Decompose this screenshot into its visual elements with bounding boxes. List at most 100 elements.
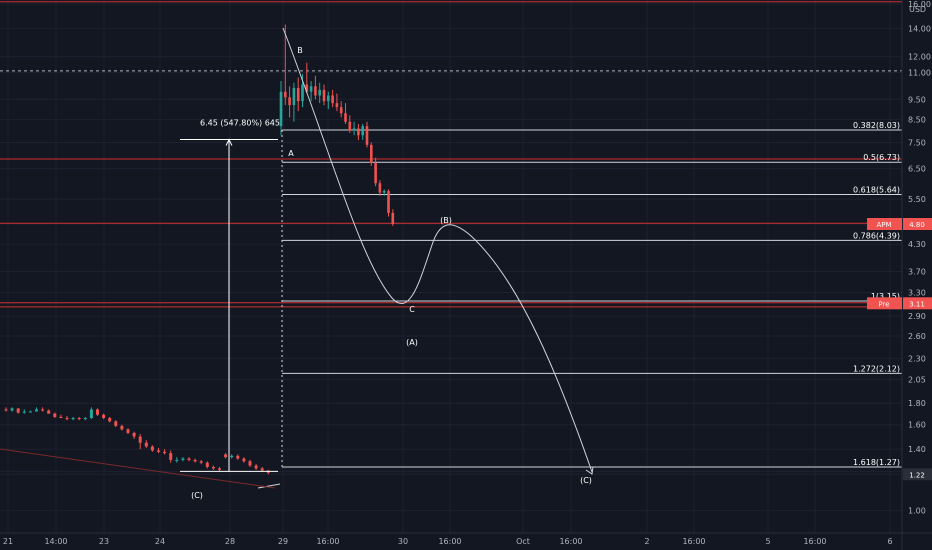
candle-body bbox=[378, 183, 382, 193]
candle-body bbox=[391, 212, 395, 224]
price-tick-label: 11.00 bbox=[908, 68, 931, 77]
price-tag-value-bg bbox=[903, 217, 932, 230]
candle-body bbox=[335, 103, 339, 108]
time-tick-label: 29 bbox=[278, 537, 288, 546]
time-tick-label: 5 bbox=[765, 537, 770, 546]
measure-label: 6.45 (547.80%) 645 bbox=[200, 119, 280, 128]
candle-body bbox=[254, 465, 258, 469]
time-tick-label: 23 bbox=[99, 537, 109, 546]
fib-level-label: 1.272(2.12) bbox=[853, 364, 900, 373]
candle-body bbox=[236, 455, 240, 459]
time-tick-label: 16:00 bbox=[682, 537, 705, 546]
candle-body bbox=[83, 418, 87, 420]
wave-label: A bbox=[288, 149, 294, 158]
candle-body bbox=[370, 144, 373, 164]
candle-body bbox=[314, 86, 317, 96]
candle-body bbox=[322, 89, 326, 102]
candle-body bbox=[47, 410, 51, 414]
candle-body bbox=[382, 191, 386, 193]
wave-label: (B) bbox=[440, 216, 452, 225]
wave-label: (C) bbox=[580, 476, 592, 485]
candle-body bbox=[96, 409, 99, 415]
candle-body bbox=[16, 408, 20, 413]
price-tag-name-bg bbox=[867, 297, 902, 310]
trend-line bbox=[0, 448, 276, 489]
price-tag-value-bg bbox=[903, 468, 932, 481]
candle-body bbox=[318, 89, 321, 96]
candle-body bbox=[357, 128, 360, 136]
price-tag-value: 1.22 bbox=[909, 471, 925, 479]
candle-body bbox=[41, 409, 45, 411]
price-tag-value: 4.80 bbox=[909, 221, 925, 229]
price-tick-label: 1.80 bbox=[908, 399, 926, 408]
price-tick-label: 2.30 bbox=[908, 354, 926, 363]
price-tick-label: 1.40 bbox=[908, 445, 926, 454]
horizontal-levels: 0.382(8.03) 0.5(6.73) 0.618(5.64) 0.786(4.3… bbox=[0, 1, 902, 468]
candle-body bbox=[331, 95, 334, 104]
candlestick-series bbox=[4, 24, 395, 475]
time-tick-label: 14:00 bbox=[44, 537, 67, 546]
candle-body bbox=[102, 414, 106, 419]
candle-body bbox=[348, 121, 352, 131]
candle-body bbox=[218, 468, 221, 470]
price-tick-label: 1.60 bbox=[908, 421, 926, 430]
price-tag: 1.22 bbox=[903, 468, 932, 481]
candle-body bbox=[157, 450, 160, 452]
price-tag-name: APM bbox=[876, 221, 891, 229]
candle-body bbox=[374, 163, 377, 184]
candle-body bbox=[77, 418, 81, 420]
wave-path bbox=[282, 27, 593, 473]
price-tag: APM 4.80 bbox=[867, 217, 932, 230]
candle-body bbox=[126, 429, 130, 433]
candle-body bbox=[163, 451, 167, 454]
candle-body bbox=[365, 126, 369, 145]
price-tick-label: 5.50 bbox=[908, 195, 926, 204]
candle-body bbox=[292, 88, 296, 106]
candle-body bbox=[114, 421, 118, 426]
time-tick-label: 6 bbox=[887, 537, 892, 546]
candle-body bbox=[387, 191, 390, 213]
candle-body bbox=[242, 458, 246, 462]
price-tick-label: 3.70 bbox=[908, 268, 926, 277]
time-axis[interactable]: 21 14:00 23 24 28 29 16:00 30 16:00 Oct 16:00 2 16:0… bbox=[0, 532, 932, 546]
fib-level-label: 0.786(4.39) bbox=[853, 231, 900, 240]
candle-body bbox=[4, 409, 8, 411]
price-tick-label: 9.50 bbox=[908, 95, 926, 104]
price-tick-label: 6.50 bbox=[908, 165, 926, 174]
time-tick-label: 28 bbox=[225, 537, 235, 546]
candle-body bbox=[211, 466, 215, 469]
wave-drawings: 6.45 (547.80%) 645 B A C (A) (B) (C) (C) bbox=[0, 27, 594, 500]
candle-body bbox=[339, 107, 343, 114]
candle-body bbox=[187, 458, 191, 460]
candle-body bbox=[65, 418, 69, 420]
wave-label: C bbox=[409, 305, 415, 314]
time-tick-label: 16:00 bbox=[559, 537, 582, 546]
price-axis[interactable]: USD 16.00 14.00 12.00 11.00 9.50 8.50 7.50 6.50… bbox=[867, 0, 932, 550]
price-tick-label: 12.00 bbox=[908, 53, 931, 62]
time-tick-label: 16:00 bbox=[803, 537, 826, 546]
candle-body bbox=[169, 453, 173, 460]
candle-body bbox=[22, 411, 26, 413]
candle-body bbox=[193, 459, 197, 462]
candle-body bbox=[288, 97, 291, 106]
price-tick-label: 3.30 bbox=[908, 288, 926, 297]
candle-body bbox=[309, 86, 313, 92]
candle-body bbox=[28, 411, 32, 413]
wave-arrow bbox=[585, 466, 594, 475]
price-tick-label: 7.50 bbox=[908, 138, 926, 147]
candle-body bbox=[175, 459, 179, 461]
price-tick-label: 4.30 bbox=[908, 240, 926, 249]
candle-body bbox=[279, 91, 283, 127]
fib-level-label: 0.5(6.73) bbox=[863, 153, 900, 162]
wave-label: (A) bbox=[406, 338, 418, 347]
price-tag-name: Pre bbox=[878, 300, 889, 308]
wave-label: B bbox=[297, 46, 303, 55]
candle-body bbox=[305, 84, 309, 92]
candle-body bbox=[10, 408, 14, 411]
candle-body bbox=[284, 91, 287, 98]
price-tag-value-bg bbox=[903, 297, 932, 310]
candle-body bbox=[53, 413, 57, 417]
candle-body bbox=[89, 409, 93, 419]
fib-level-label: 1(3.15) bbox=[871, 292, 900, 301]
